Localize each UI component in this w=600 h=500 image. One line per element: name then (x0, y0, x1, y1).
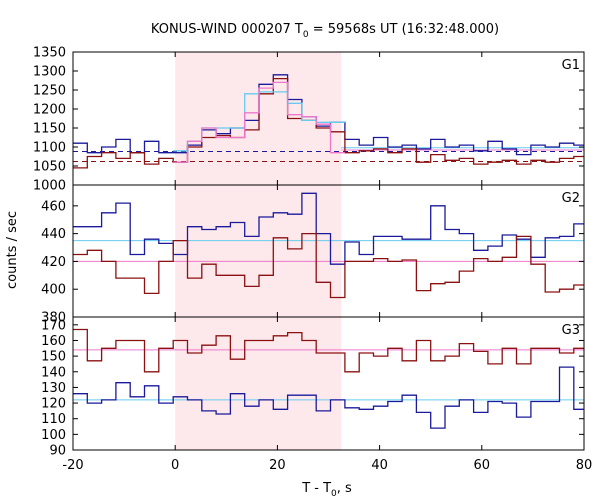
panel-label: G3 (562, 323, 580, 338)
shaded-interval (175, 52, 342, 450)
y-tick-label: 1200 (33, 103, 66, 118)
panel-frame (72, 316, 585, 451)
panel-label: G1 (562, 58, 580, 73)
y-tick-label: 1350 (33, 46, 66, 61)
panel-g2 (73, 192, 584, 299)
x-axis-label-sub: 0 (331, 489, 337, 499)
y-tick-label: 1150 (33, 122, 66, 137)
y-tick-label: 160 (41, 334, 66, 349)
x-axis-label-suffix: , s (337, 481, 352, 496)
x-tick-label: 80 (576, 458, 593, 473)
x-axis-label: T - T0, s (301, 481, 352, 499)
y-tick-label: 100 (41, 428, 66, 443)
x-tick-label: 40 (371, 458, 388, 473)
y-tick-label: 140 (41, 365, 66, 380)
panel-g2-series-navy (73, 192, 584, 265)
y-tick-label: 1250 (33, 84, 66, 99)
y-tick-label: 380 (41, 311, 66, 326)
y-tick-label: 90 (49, 444, 66, 459)
y-axis-label: counts / sec (5, 211, 20, 289)
panel-g3 (73, 328, 584, 429)
y-tick-label: 170 (41, 318, 66, 333)
y-tick-label: 150 (41, 350, 66, 365)
y-tick-label: 420 (41, 255, 66, 270)
panel-g1 (73, 74, 584, 169)
x-tick-label: 20 (269, 458, 286, 473)
panel-label: G2 (562, 191, 580, 206)
chart-title-sub: 0 (303, 30, 309, 40)
y-tick-label: 1100 (33, 141, 66, 156)
x-tick-label: 0 (171, 458, 179, 473)
chart-title-prefix: KONUS-WIND 000207 T (151, 22, 303, 37)
y-tick-label: 400 (41, 283, 66, 298)
y-tick-label: 460 (41, 199, 66, 214)
panel-g1-series-pink (173, 81, 345, 163)
y-tick-label: 130 (41, 381, 66, 396)
x-tick-label: 60 (474, 458, 491, 473)
panel-g3-series-maroon (73, 328, 584, 373)
panel-g3-series-navy (73, 366, 584, 429)
y-tick-label: 110 (41, 412, 66, 427)
panel-g2-series-maroon (73, 232, 584, 299)
chart-title-suffix: = 59568s UT (16:32:48.000) (309, 22, 499, 37)
y-tick-label: 120 (41, 397, 66, 412)
y-tick-label: 1050 (33, 160, 66, 175)
x-axis-label-prefix: T - T (301, 481, 331, 496)
chart-title: KONUS-WIND 000207 T0 = 59568s UT (16:32:… (151, 22, 499, 40)
y-tick-label: 1000 (33, 179, 66, 194)
y-tick-label: 440 (41, 227, 66, 242)
x-tick-label: -20 (62, 458, 83, 473)
y-tick-label: 1300 (33, 65, 66, 80)
